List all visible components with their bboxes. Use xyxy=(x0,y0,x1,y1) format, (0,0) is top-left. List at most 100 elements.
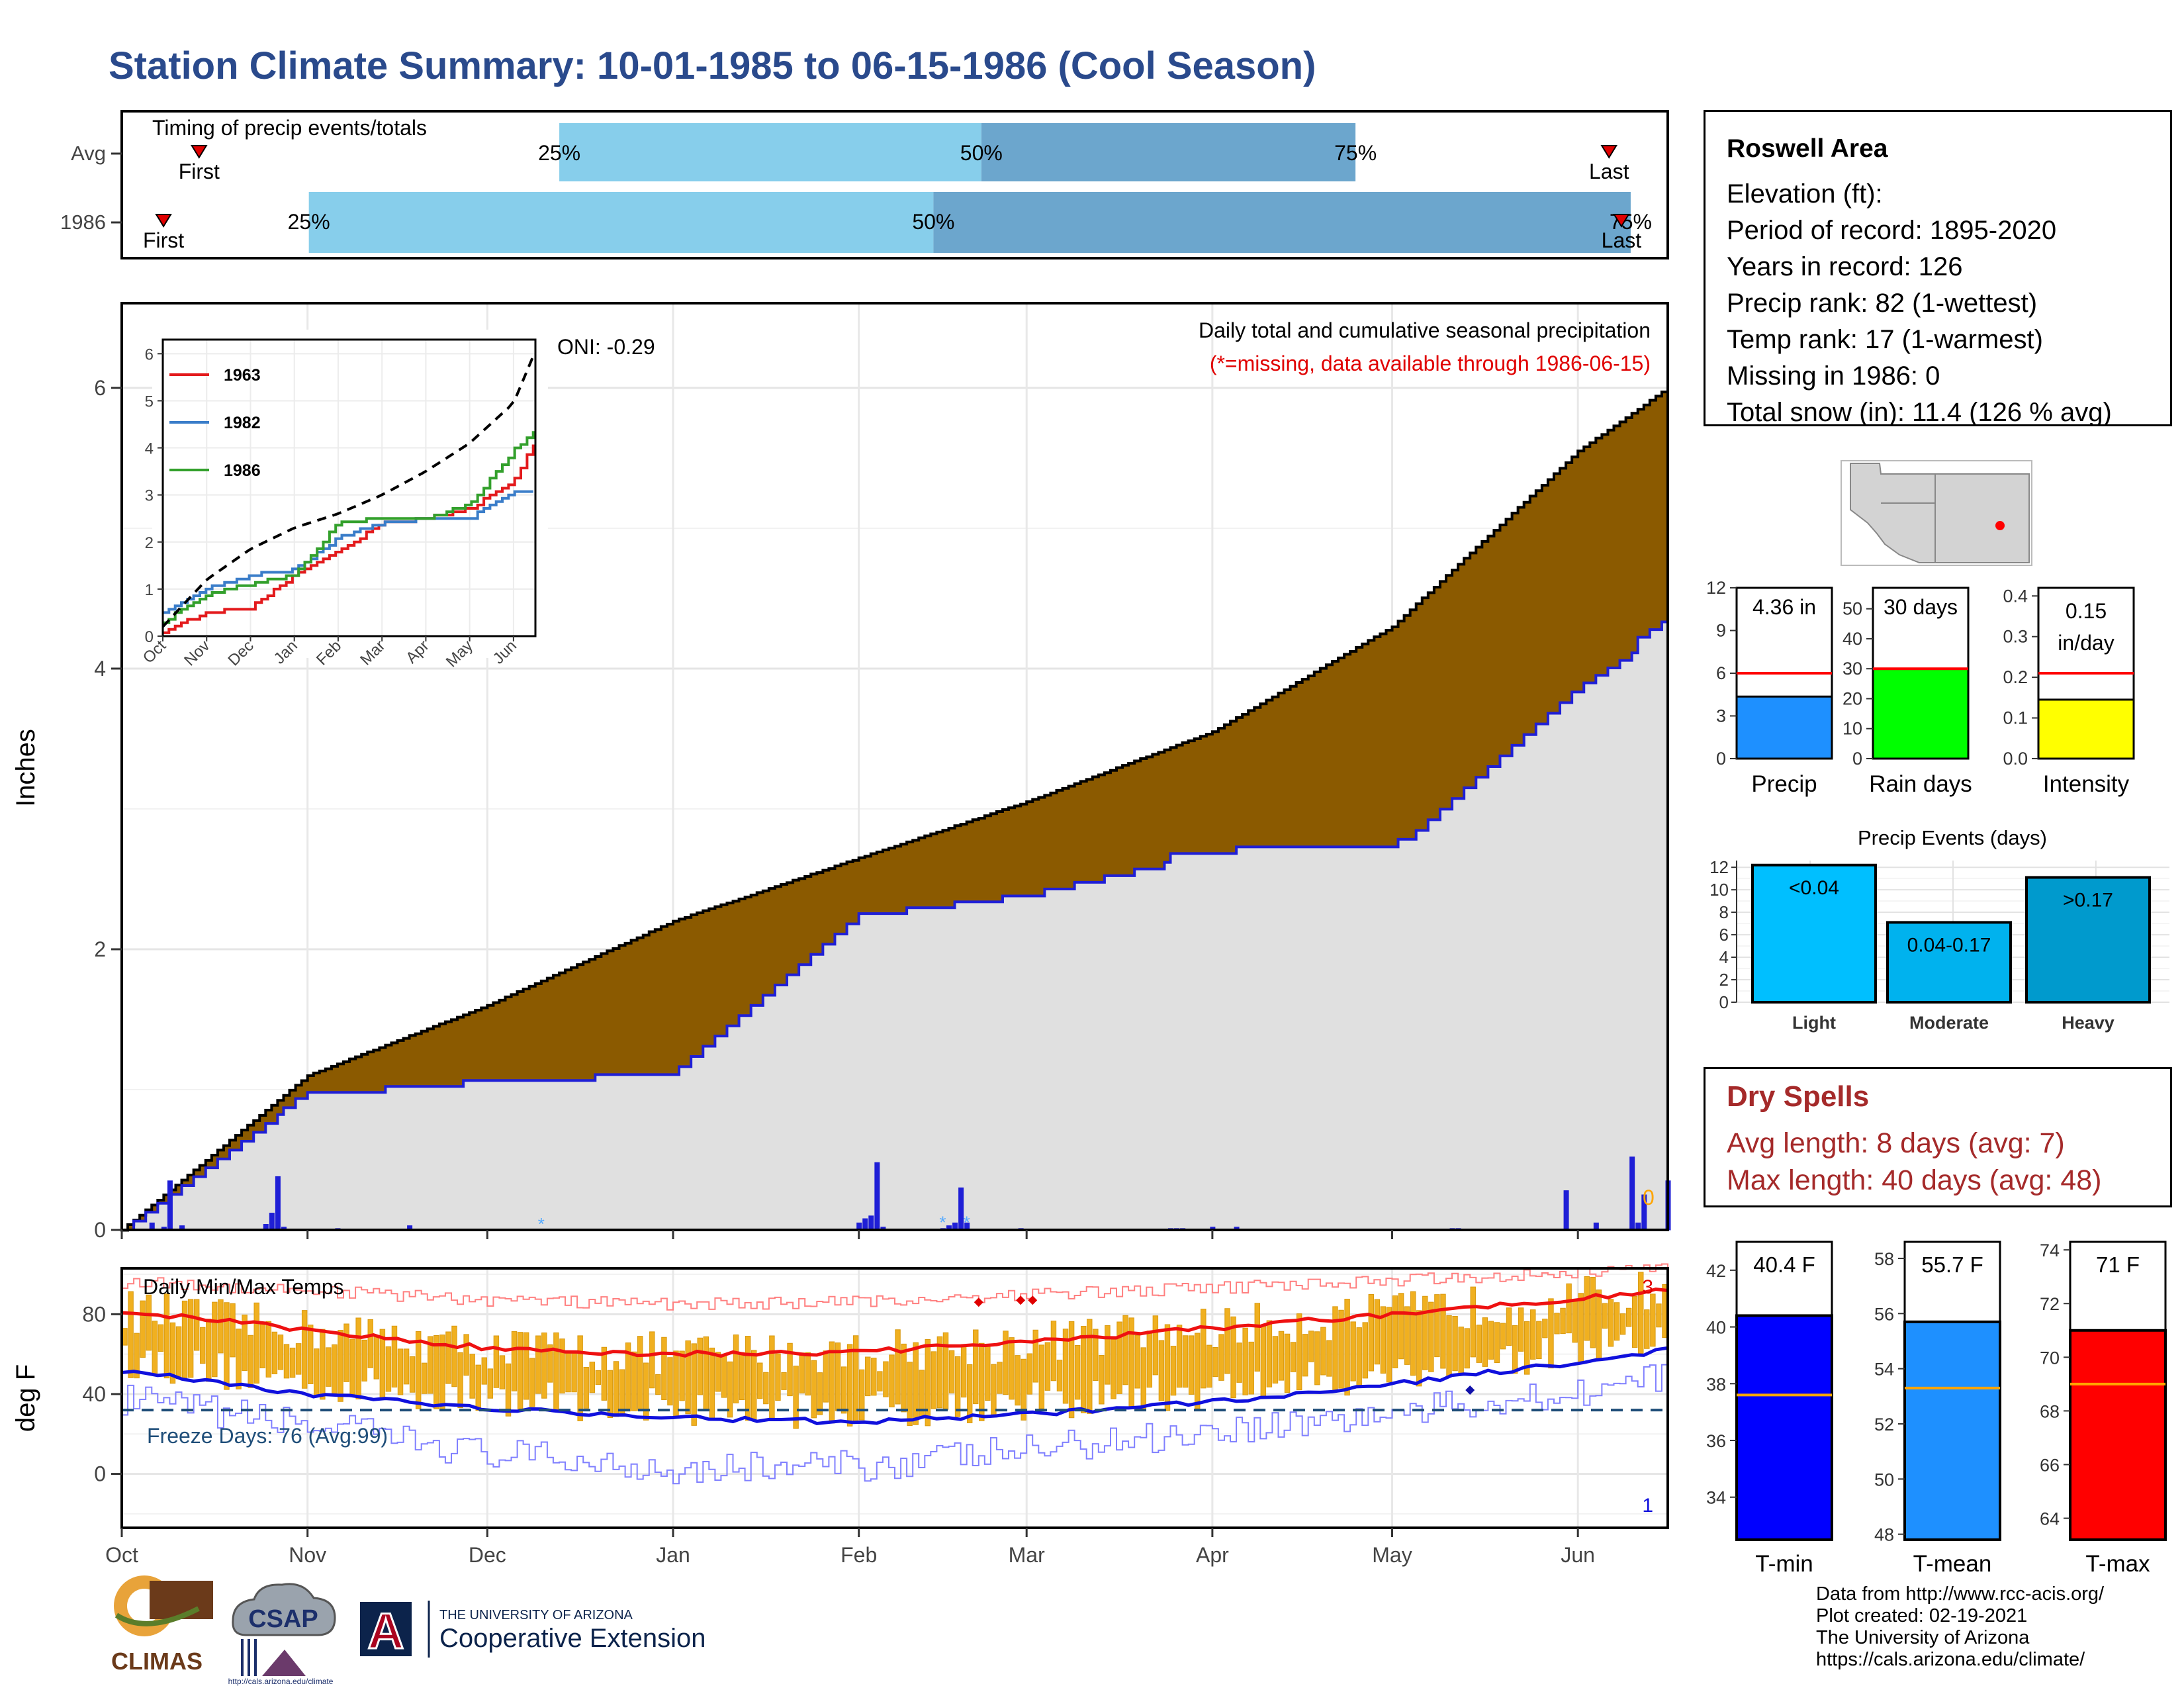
dry-spells-box: Dry Spells Avg length: 8 days (avg: 7) M… xyxy=(1704,1067,2172,1207)
events-y-tick: 12 xyxy=(1709,857,1729,877)
temp-gauge-y-tick: 36 xyxy=(1706,1431,1726,1451)
page-title: Station Climate Summary: 10-01-1985 to 0… xyxy=(109,44,1316,87)
temp-gauge-y-tick: 56 xyxy=(1874,1304,1894,1324)
dry-spells-avg-length: Avg length: 8 days (avg: 7) xyxy=(1727,1127,2065,1159)
gauge-y-tick: 50 xyxy=(1843,599,1862,619)
credit-url: https://cals.arizona.edu/climate/ xyxy=(1816,1649,2085,1670)
gauge-value-label: 0.15 xyxy=(2066,599,2107,623)
temp-gauge-value-label: 55.7 F xyxy=(1921,1252,1983,1277)
temp-gauge-bar-2 xyxy=(2069,1329,2167,1542)
inset-line-1986 xyxy=(163,431,535,624)
timing-last-label: Last xyxy=(1589,160,1629,183)
credit-data-source: Data from http://www.rcc-acis.org/ xyxy=(1816,1583,2105,1605)
temp-gauge-value-label: 71 F xyxy=(2096,1252,2140,1277)
events-y-tick: 8 xyxy=(1719,902,1729,922)
timing-last-label: Last xyxy=(1602,228,1642,252)
location-map xyxy=(1841,460,2032,566)
missing-count: 0 xyxy=(1643,1186,1655,1209)
daily-precip-bar xyxy=(874,1162,880,1231)
temp-y-tick: 0 xyxy=(94,1462,106,1486)
gauge-y-tick: 0.3 xyxy=(2003,627,2028,647)
info-missing: Missing in 1986: 0 xyxy=(1727,361,1940,391)
timing-frame xyxy=(120,110,1669,259)
daily-precip-bar xyxy=(868,1215,874,1231)
timing-label: Timing of precip events/totals xyxy=(152,116,427,140)
gauge-y-tick: 0.2 xyxy=(2003,667,2028,687)
credit-university: The University of Arizona xyxy=(1816,1627,2030,1648)
events-y-tick: 4 xyxy=(1719,947,1729,967)
inset-line-average xyxy=(161,355,535,628)
state-outline xyxy=(1850,463,2030,563)
event-category-label: Moderate xyxy=(1909,1013,1989,1033)
university-name: THE UNIVERSITY OF ARIZONA xyxy=(439,1608,633,1622)
timing-last-marker xyxy=(1600,145,1618,159)
x-axis-month-label: Jan xyxy=(656,1543,690,1567)
x-axis-month-label: Dec xyxy=(469,1543,506,1567)
temp-gauge-y-tick: 74 xyxy=(2040,1241,2060,1260)
events-y-tick: 0 xyxy=(1719,992,1729,1012)
temp-frame xyxy=(120,1267,1669,1529)
x-axis-month-label: Nov xyxy=(289,1543,326,1567)
gauge-y-tick: 12 xyxy=(1706,578,1726,598)
gauge-y-tick: 20 xyxy=(1843,688,1862,708)
temp-y-axis-label: deg F xyxy=(11,1364,40,1432)
record-low-marker xyxy=(1465,1385,1475,1395)
dry-spells-title: Dry Spells xyxy=(1727,1080,1870,1113)
event-bar-label: >0.17 xyxy=(2063,889,2113,911)
temp-gauge-y-tick: 40 xyxy=(1706,1318,1726,1338)
gauge-bar-1 xyxy=(1872,667,1970,760)
inset-line-1963 xyxy=(163,444,535,634)
snow-marker: * xyxy=(939,1213,946,1233)
event-bar-heavy xyxy=(2025,876,2151,1004)
x-axis-month-label: May xyxy=(1372,1543,1412,1567)
precip-missing-note: (*=missing, data available through 1986-… xyxy=(1210,352,1651,375)
gauge-y-tick: 30 xyxy=(1843,659,1862,679)
timing-pct-label: 25% xyxy=(288,210,330,234)
temp-gauges: 34 36 38 40 42 40.4 F T-min 48 50 52 54 56 58 55.7 F T… xyxy=(1706,1241,2167,1577)
observed-cumulative-area xyxy=(122,618,1668,1230)
events-y-tick: 10 xyxy=(1709,880,1729,900)
oni-label: ONI: -0.29 xyxy=(557,335,655,359)
gauge-value-label: in/day xyxy=(2058,631,2114,655)
timing-first-label: First xyxy=(143,228,184,252)
precip-y-axis-label: Inches xyxy=(11,729,40,807)
event-category-label: Heavy xyxy=(2062,1013,2115,1033)
credit-plot-created: Plot created: 02-19-2021 xyxy=(1816,1605,2028,1626)
inset-y-tick: 0 xyxy=(145,628,154,646)
gauge-y-tick: 0 xyxy=(1852,749,1862,769)
gauge-y-tick: 40 xyxy=(1843,629,1862,649)
timing-pct-label: 50% xyxy=(960,141,1003,165)
events-y-tick: 6 xyxy=(1719,925,1729,945)
temp-gauge-y-tick: 34 xyxy=(1706,1488,1726,1508)
timing-pct-label: 50% xyxy=(912,210,954,234)
gauge-bar-2 xyxy=(2037,698,2135,760)
info-years-in-record: Years in record: 126 xyxy=(1727,252,1963,281)
gauge-y-tick: 9 xyxy=(1716,621,1726,641)
inset-y-tick: 2 xyxy=(145,534,154,552)
gauge-y-tick: 0.0 xyxy=(2003,749,2028,769)
daily-precip-bar xyxy=(958,1187,964,1231)
gauge-y-tick: 0 xyxy=(1716,749,1726,769)
timing-first-marker xyxy=(191,145,208,159)
temp-gauge-y-tick: 42 xyxy=(1706,1261,1726,1281)
x-axis-month-label: Apr xyxy=(1196,1543,1229,1567)
precip-y-tick: 4 xyxy=(94,657,106,680)
inset-legend-label: 1986 xyxy=(224,461,261,480)
info-elevation: Elevation (ft): xyxy=(1727,179,1883,209)
temp-gauge-y-tick: 70 xyxy=(2040,1348,2060,1368)
inset-legend-label: 1982 xyxy=(224,414,261,432)
gauge-y-tick: 10 xyxy=(1843,719,1862,739)
event-category-label: Light xyxy=(1792,1013,1836,1033)
timing-first-marker xyxy=(155,214,172,228)
inset-y-tick: 3 xyxy=(145,487,154,505)
temp-panel: 0 40 80 Daily Min/Max Temps Freeze Days: 7… xyxy=(11,1230,1669,1567)
station-location-dot xyxy=(1995,521,2005,530)
climas-logo-text: CLIMAS xyxy=(111,1648,203,1675)
gauge-y-tick: 0.1 xyxy=(2003,708,2028,728)
record-max-line xyxy=(122,1263,1668,1311)
info-total-snow: Total snow (in): 11.4 (126 % avg) xyxy=(1727,398,2112,426)
avg-max-temp-line xyxy=(121,1287,1668,1358)
record-high-marker xyxy=(1016,1295,1026,1305)
event-bar-label: <0.04 xyxy=(1789,877,1839,899)
